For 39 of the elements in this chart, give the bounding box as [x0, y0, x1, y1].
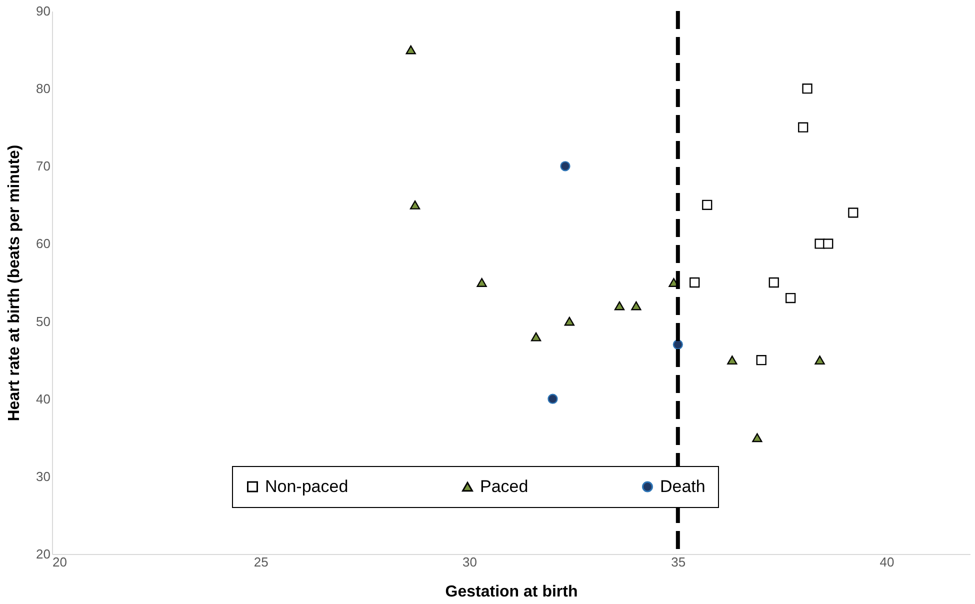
x-tick-label: 40: [880, 554, 894, 570]
x-tick-label: 30: [462, 554, 478, 570]
x-tick-label: 25: [254, 554, 268, 570]
y-tick-label: 70: [36, 158, 50, 174]
point: [798, 122, 808, 132]
y-tick-label: 40: [36, 391, 50, 406]
point: [530, 332, 542, 342]
point: [560, 161, 570, 172]
y-tick-label: 50: [36, 314, 50, 329]
y-tick-label: 30: [36, 468, 50, 484]
point: [814, 356, 825, 365]
x-tick-label: 35: [671, 554, 686, 570]
point: [406, 45, 416, 54]
point: [548, 394, 558, 404]
point: [631, 301, 642, 310]
point: [702, 200, 712, 210]
point: [823, 238, 834, 249]
point: [786, 292, 796, 304]
point: [690, 277, 700, 288]
point: [752, 433, 762, 442]
point: [727, 356, 738, 365]
point: [614, 301, 625, 310]
point: [756, 355, 766, 366]
y-tick-label: 60: [36, 236, 50, 252]
point: [564, 316, 574, 326]
point: [802, 84, 812, 94]
legend-label: Non-paced: [265, 476, 348, 496]
point: [476, 278, 487, 287]
legend-label: Death: [660, 476, 706, 496]
point: [848, 208, 858, 218]
x-tick-label: 20: [52, 554, 67, 570]
point: [672, 339, 683, 350]
y-axis-title: Heart rate at birth (beats per minute): [6, 144, 24, 422]
y-tick-label: 80: [36, 81, 50, 96]
point: [768, 277, 779, 288]
x-axis-title: Gestation at birth: [445, 584, 578, 600]
y-tick-label: 90: [36, 4, 50, 18]
legend-label: Paced: [480, 476, 528, 496]
point: [410, 200, 420, 210]
